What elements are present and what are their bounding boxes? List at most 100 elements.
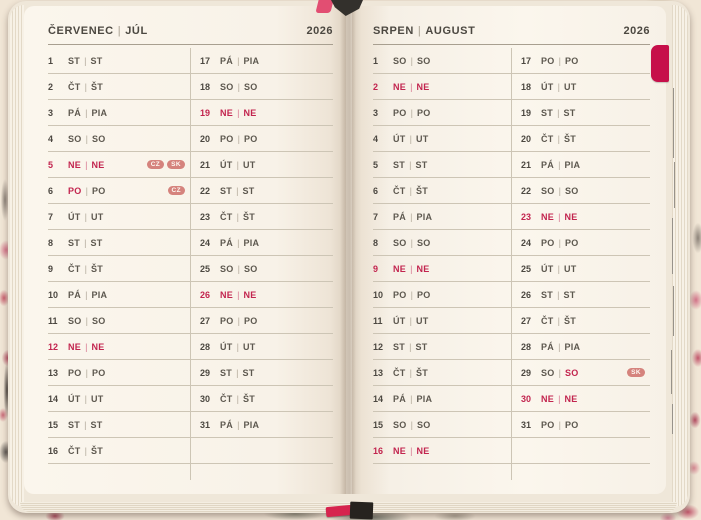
pipe-separator: | — [85, 367, 88, 378]
day-cell: 4 SO | SO — [48, 126, 190, 152]
pipe-separator: | — [409, 367, 412, 378]
calendar-column: 17 PO | PO 18 ÚT | UT 19 ST | ST 20 ČT | ŠT 21 PÁ | PIA 22 SO… — [511, 48, 650, 480]
month-title: ČERVENEC | JÚL — [48, 25, 148, 37]
day-abbr-slovak: PIA — [564, 159, 581, 170]
pipe-separator: | — [85, 159, 88, 170]
day-abbr-czech: ÚT — [541, 81, 554, 92]
day-abbr-slovak: ŠT — [563, 133, 577, 144]
fore-edge-mark — [671, 350, 672, 394]
holiday-badge: CZ — [167, 186, 185, 195]
day-abbr-czech: NE — [68, 341, 82, 352]
day-abbr-slovak: NE — [416, 445, 430, 456]
day-abbr-czech: NE — [393, 445, 407, 456]
day-cell: 25 ÚT | UT — [512, 256, 650, 282]
day-cell: 13 PO | PO — [48, 360, 190, 386]
day-abbr-czech: PÁ — [68, 289, 82, 300]
day-number: 31 — [521, 419, 532, 430]
day-cell: 4 ÚT | UT — [373, 126, 511, 152]
day-abbr-czech: PÁ — [220, 419, 234, 430]
day-abbr-czech: PÁ — [393, 211, 407, 222]
title-separator: | — [417, 25, 422, 37]
month-header: ČERVENEC | JÚL 2026 — [48, 25, 333, 45]
day-abbr-slovak: PIA — [91, 289, 108, 300]
spine-crease — [340, 6, 356, 494]
day-cell: 10 PÁ | PIA — [48, 282, 190, 308]
day-cell: 19 NE | NE — [191, 100, 333, 126]
day-abbr-czech: PO — [541, 419, 555, 430]
day-abbr-czech: ST — [541, 107, 554, 118]
day-abbr-slovak: NE — [243, 289, 257, 300]
pipe-separator: | — [237, 315, 240, 326]
holiday-badge: SK — [627, 368, 645, 377]
day-cell: 28 ÚT | UT — [191, 334, 333, 360]
pipe-separator: | — [84, 211, 87, 222]
day-cell: 3 PO | PO — [373, 100, 511, 126]
pipe-separator: | — [237, 289, 240, 300]
day-abbr-czech: ČT — [220, 393, 233, 404]
day-cell: 31 PÁ | PIA — [191, 412, 333, 438]
holiday-badge: CZ — [146, 160, 165, 169]
day-number: 24 — [200, 237, 211, 248]
day-number: 17 — [521, 55, 532, 66]
pipe-separator: | — [237, 107, 240, 118]
pipe-separator: | — [84, 419, 87, 430]
year-label: 2026 — [306, 25, 333, 37]
day-cell: 17 PÁ | PIA — [191, 48, 333, 74]
day-number: 13 — [48, 367, 59, 378]
day-abbr-slovak: ST — [90, 55, 103, 66]
day-cell: 29 SO | SO SK — [512, 360, 650, 386]
pipe-separator: | — [237, 419, 240, 430]
pipe-separator: | — [84, 445, 87, 456]
day-cell — [191, 438, 333, 464]
pipe-separator: | — [557, 289, 560, 300]
fore-edge-mark — [674, 162, 675, 208]
day-number: 9 — [373, 263, 379, 274]
day-number: 18 — [521, 81, 532, 92]
day-cell: 22 ST | ST — [191, 178, 333, 204]
day-number: 16 — [373, 445, 384, 456]
day-abbr-czech: ÚT — [220, 159, 233, 170]
day-cell: 14 ÚT | UT — [48, 386, 190, 412]
calendar-column: 1 SO | SO 2 NE | NE 3 PO | PO 4 ÚT | UT 5 ST | ST 6 ČT | ŠT 7 PÁ |… — [373, 48, 511, 480]
day-cell: 25 SO | SO — [191, 256, 333, 282]
day-cell: 20 PO | PO — [191, 126, 333, 152]
title-separator: | — [117, 25, 122, 37]
day-abbr-czech: SO — [220, 263, 234, 274]
day-cell: 26 NE | NE — [191, 282, 333, 308]
day-abbr-czech: PÁ — [68, 107, 82, 118]
day-number: 22 — [200, 185, 211, 196]
pipe-separator: | — [236, 211, 239, 222]
pipe-separator: | — [410, 211, 413, 222]
day-cell — [512, 438, 650, 464]
day-abbr-slovak: SO — [243, 81, 258, 92]
day-abbr-czech: SO — [68, 133, 82, 144]
left-page: ČERVENEC | JÚL 2026 1 ST | ST 2 ČT | ŠT 3 PÁ | PIA 4 SO… — [24, 6, 346, 494]
calendar-grid: 1 ST | ST 2 ČT | ŠT 3 PÁ | PIA 4 SO | SO 5 NE | NE CZ SK 6 PO | P… — [48, 48, 333, 480]
ribbon-bottom-dark — [349, 501, 374, 520]
pipe-separator: | — [84, 81, 87, 92]
day-abbr-slovak: ST — [415, 341, 428, 352]
day-abbr-czech: ST — [220, 367, 233, 378]
day-abbr-czech: ÚT — [220, 341, 233, 352]
day-number: 4 — [373, 133, 379, 144]
day-abbr-slovak: PO — [91, 367, 106, 378]
holiday-badges: SK — [627, 368, 645, 377]
day-abbr-slovak: PIA — [243, 55, 260, 66]
right-page: SRPEN | AUGUST 2026 1 SO | SO 2 NE | NE 3 PO | PO 4 ÚT |… — [352, 6, 666, 494]
day-abbr-slovak: ST — [90, 237, 103, 248]
day-abbr-slovak: PO — [564, 419, 579, 430]
month-title: SRPEN | AUGUST — [373, 25, 475, 37]
day-cell: 8 ST | ST — [48, 230, 190, 256]
pipe-separator: | — [557, 107, 560, 118]
day-number: 11 — [48, 315, 58, 326]
pipe-separator: | — [409, 341, 412, 352]
day-cell: 6 ČT | ŠT — [373, 178, 511, 204]
day-abbr-czech: ÚT — [393, 315, 406, 326]
pipe-separator: | — [85, 107, 88, 118]
pipe-separator: | — [558, 341, 561, 352]
day-abbr-czech: NE — [541, 211, 555, 222]
day-number: 8 — [373, 237, 379, 248]
day-number: 19 — [200, 107, 211, 118]
day-abbr-slovak: PIA — [416, 211, 433, 222]
